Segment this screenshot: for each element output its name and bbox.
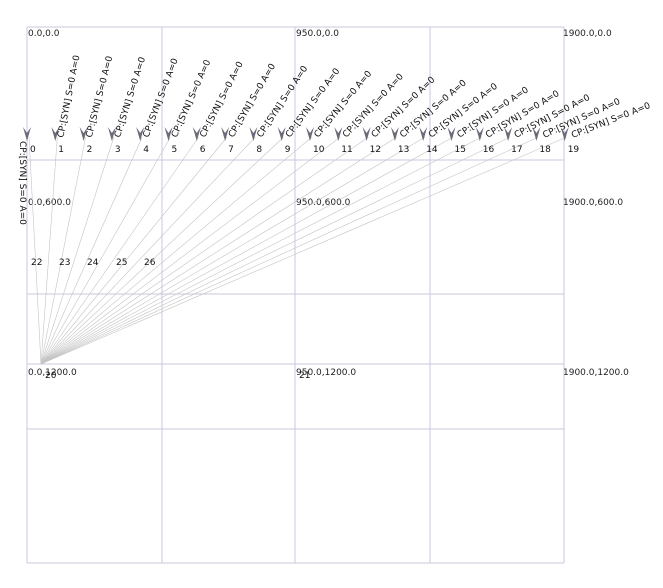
node-arrow-icon: [192, 127, 201, 141]
edge-line: [40, 136, 200, 365]
edge-line: [40, 136, 398, 365]
edge-line: [40, 136, 143, 365]
node-arrow-icon: [475, 127, 484, 141]
edges: [28, 136, 567, 365]
node-number: 7: [228, 145, 234, 155]
coord-label: 950.0,0.0: [296, 29, 339, 39]
node-arrow-icon: [334, 127, 343, 141]
node-number: 9: [285, 145, 291, 155]
node-arrow-icon: [306, 127, 314, 141]
node-number: 19: [568, 145, 580, 155]
node-number: 4: [143, 145, 149, 155]
coordinate-labels: 0.0,0.0 950.0,0.0 1900.0,0.0 0.0,600.0 9…: [28, 29, 629, 378]
node-number: 8: [256, 145, 262, 155]
coord-label: 950.0,600.0: [296, 198, 351, 208]
mid-nodes: 22 23 24 25 26: [31, 258, 156, 268]
node-label: CP:[SYN] S=0 A=0: [313, 69, 375, 140]
node-arrow-icon: [51, 127, 60, 141]
node-number: 1: [58, 145, 64, 155]
coord-label: 950.0,1200.0: [296, 368, 356, 378]
edge-line: [40, 136, 567, 365]
coord-label: 0.0,0.0: [28, 29, 60, 39]
node-arrow-icon: [249, 127, 258, 141]
node-label: CP:[SYN] S=0 A=0: [17, 141, 27, 225]
edge-line: [40, 136, 171, 365]
edge-line: [40, 136, 228, 365]
node-number: 16: [483, 145, 495, 155]
edge-line: [40, 136, 426, 365]
node-arrow-icon: [504, 127, 513, 141]
node-arrow-icon: [390, 127, 399, 141]
node-number: 22: [31, 258, 42, 268]
node-number: 2: [87, 145, 93, 155]
node-number: 12: [370, 145, 381, 155]
node-number: 11: [341, 145, 352, 155]
grid: [26, 26, 565, 564]
edge-line: [40, 136, 58, 365]
node-arrow-icon: [136, 127, 145, 141]
node-number: 0: [30, 145, 36, 155]
node-arrow-icon: [532, 127, 541, 141]
node-number: 3: [115, 145, 121, 155]
node-arrow-icon: [419, 127, 428, 141]
coord-label: 1900.0,600.0: [563, 198, 623, 208]
node-arrow-icon: [107, 127, 116, 141]
edge-line: [40, 136, 511, 365]
node-arrow-icon: [79, 127, 88, 141]
node-number: 10: [313, 145, 325, 155]
node-number: 13: [398, 145, 409, 155]
edge-line: [40, 136, 256, 365]
hub-node-number: 20: [45, 371, 57, 381]
edge-line: [40, 136, 115, 365]
node-number: 5: [172, 145, 178, 155]
node-label: CP:[SYN] S=0 A=0: [85, 55, 116, 139]
edge-line: [40, 136, 86, 365]
node-number: 17: [511, 145, 522, 155]
edge-line: [40, 136, 539, 365]
node-arrow-icon: [560, 127, 569, 141]
node-number: 26: [144, 258, 156, 268]
node-label: CP:[SYN] S=0 A=0: [56, 54, 82, 138]
edge-line: [40, 136, 313, 365]
edge-line: [40, 136, 482, 365]
center-node-number: 21: [299, 371, 310, 381]
edge-line: [40, 136, 369, 365]
node-arrow-icon: [221, 127, 230, 141]
node-number: 23: [59, 258, 70, 268]
node-number: 15: [455, 145, 466, 155]
coord-label: 1900.0,0.0: [563, 29, 612, 39]
node-number: 25: [116, 258, 127, 268]
coord-label: 0.0,1200.0: [28, 368, 77, 378]
node-number: 18: [539, 145, 551, 155]
node-arrow-icon: [164, 127, 173, 141]
node-arrow-icon: [447, 127, 456, 141]
coord-label: 0.0,600.0: [28, 198, 71, 208]
edge-line: [40, 136, 454, 365]
node-number: 14: [426, 145, 438, 155]
node-number: 6: [200, 145, 206, 155]
node-label: CP:[SYN] S=0 A=0: [113, 56, 148, 139]
node-arrow-icon: [23, 127, 31, 141]
edge-line: [28, 136, 42, 365]
coord-label: 1900.0,1200.0: [563, 368, 629, 378]
node-number: 24: [87, 258, 99, 268]
edge-line: [40, 136, 341, 365]
node-arrow-icon: [362, 127, 371, 141]
node-arrow-icon: [277, 127, 286, 141]
edge-line: [40, 136, 284, 365]
